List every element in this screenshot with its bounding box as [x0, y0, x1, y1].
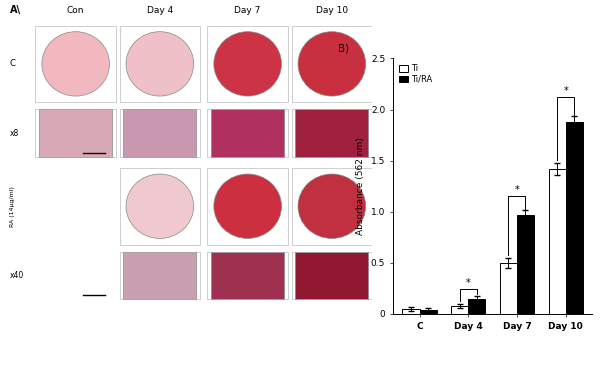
Bar [500, 263, 517, 314]
Text: *: * [466, 278, 470, 288]
Text: Day 10: Day 10 [316, 5, 348, 15]
Ellipse shape [126, 32, 193, 96]
Ellipse shape [298, 174, 365, 238]
Bar [211, 252, 284, 299]
Text: *: * [563, 86, 568, 96]
Ellipse shape [298, 32, 365, 96]
Bar [292, 26, 372, 102]
Bar [565, 122, 583, 314]
Bar [295, 252, 368, 299]
Text: Day 4: Day 4 [146, 5, 173, 15]
Bar [120, 26, 200, 102]
Bar [292, 252, 372, 299]
Bar [548, 169, 565, 314]
Bar [211, 110, 284, 157]
Ellipse shape [126, 174, 193, 238]
Bar [39, 110, 112, 157]
Bar [468, 299, 486, 314]
Legend: Ti, Ti/RA: Ti, Ti/RA [398, 62, 434, 85]
Bar [35, 26, 116, 102]
Ellipse shape [42, 32, 109, 96]
Text: RA (14μg/ml): RA (14μg/ml) [10, 186, 15, 227]
Ellipse shape [214, 32, 281, 96]
Bar [207, 26, 288, 102]
Bar [120, 252, 200, 299]
Text: A\: A\ [10, 5, 21, 15]
Bar [123, 110, 196, 157]
Bar [420, 310, 437, 314]
Bar [207, 168, 288, 245]
Bar [403, 309, 420, 314]
Text: x40: x40 [10, 271, 24, 280]
Text: Con: Con [67, 5, 84, 15]
Text: C: C [10, 59, 16, 68]
Bar [517, 215, 534, 314]
Text: Day 7: Day 7 [234, 5, 261, 15]
Text: B): B) [338, 43, 349, 53]
Bar [295, 110, 368, 157]
Text: x8: x8 [10, 129, 19, 138]
Bar [292, 110, 372, 157]
Bar [35, 110, 116, 157]
Text: *: * [515, 185, 519, 195]
Y-axis label: Absorbance (562 nm): Absorbance (562 nm) [356, 137, 365, 235]
Bar [292, 168, 372, 245]
Bar [123, 252, 196, 299]
Bar [120, 168, 200, 245]
Ellipse shape [214, 174, 281, 238]
Bar [207, 252, 288, 299]
Bar [120, 110, 200, 157]
Bar [451, 306, 468, 314]
Bar [207, 110, 288, 157]
